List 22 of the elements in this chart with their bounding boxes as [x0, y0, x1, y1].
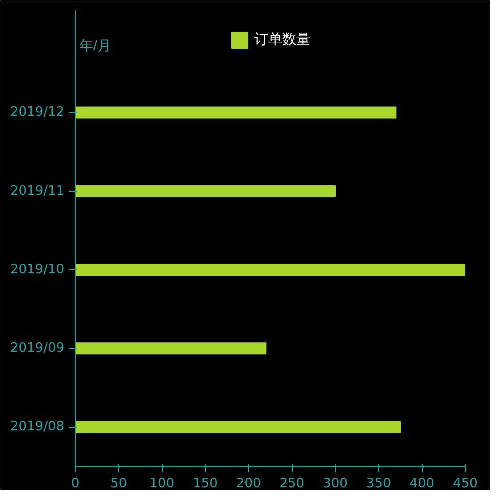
- bar: [76, 106, 397, 119]
- x-tick-label: 200: [236, 476, 262, 492]
- x-tick-label: 50: [110, 476, 128, 492]
- x-tick-label: 350: [366, 476, 392, 492]
- x-tick-label: 450: [453, 476, 478, 492]
- x-tick-label: 400: [410, 476, 435, 492]
- y-tick-label: 2019/11: [10, 184, 65, 199]
- x-tick-label: 0: [71, 476, 80, 492]
- bar: [76, 185, 336, 198]
- y-tick-label: 2019/08: [10, 420, 65, 435]
- bar: [76, 264, 466, 276]
- x-tick-label: 300: [323, 476, 348, 492]
- legend-label: 订单数量: [254, 31, 310, 49]
- y-axis-title: 年/月: [80, 38, 112, 54]
- x-tick-label: 100: [150, 476, 175, 492]
- x-tick-label: 250: [280, 476, 305, 492]
- x-tick-label: 150: [193, 476, 218, 492]
- y-tick-label: 2019/09: [10, 341, 65, 356]
- bar: [76, 421, 401, 434]
- y-tick-label: 2019/10: [10, 262, 65, 278]
- y-tick-label: 2019/12: [10, 105, 65, 120]
- bar: [76, 342, 267, 355]
